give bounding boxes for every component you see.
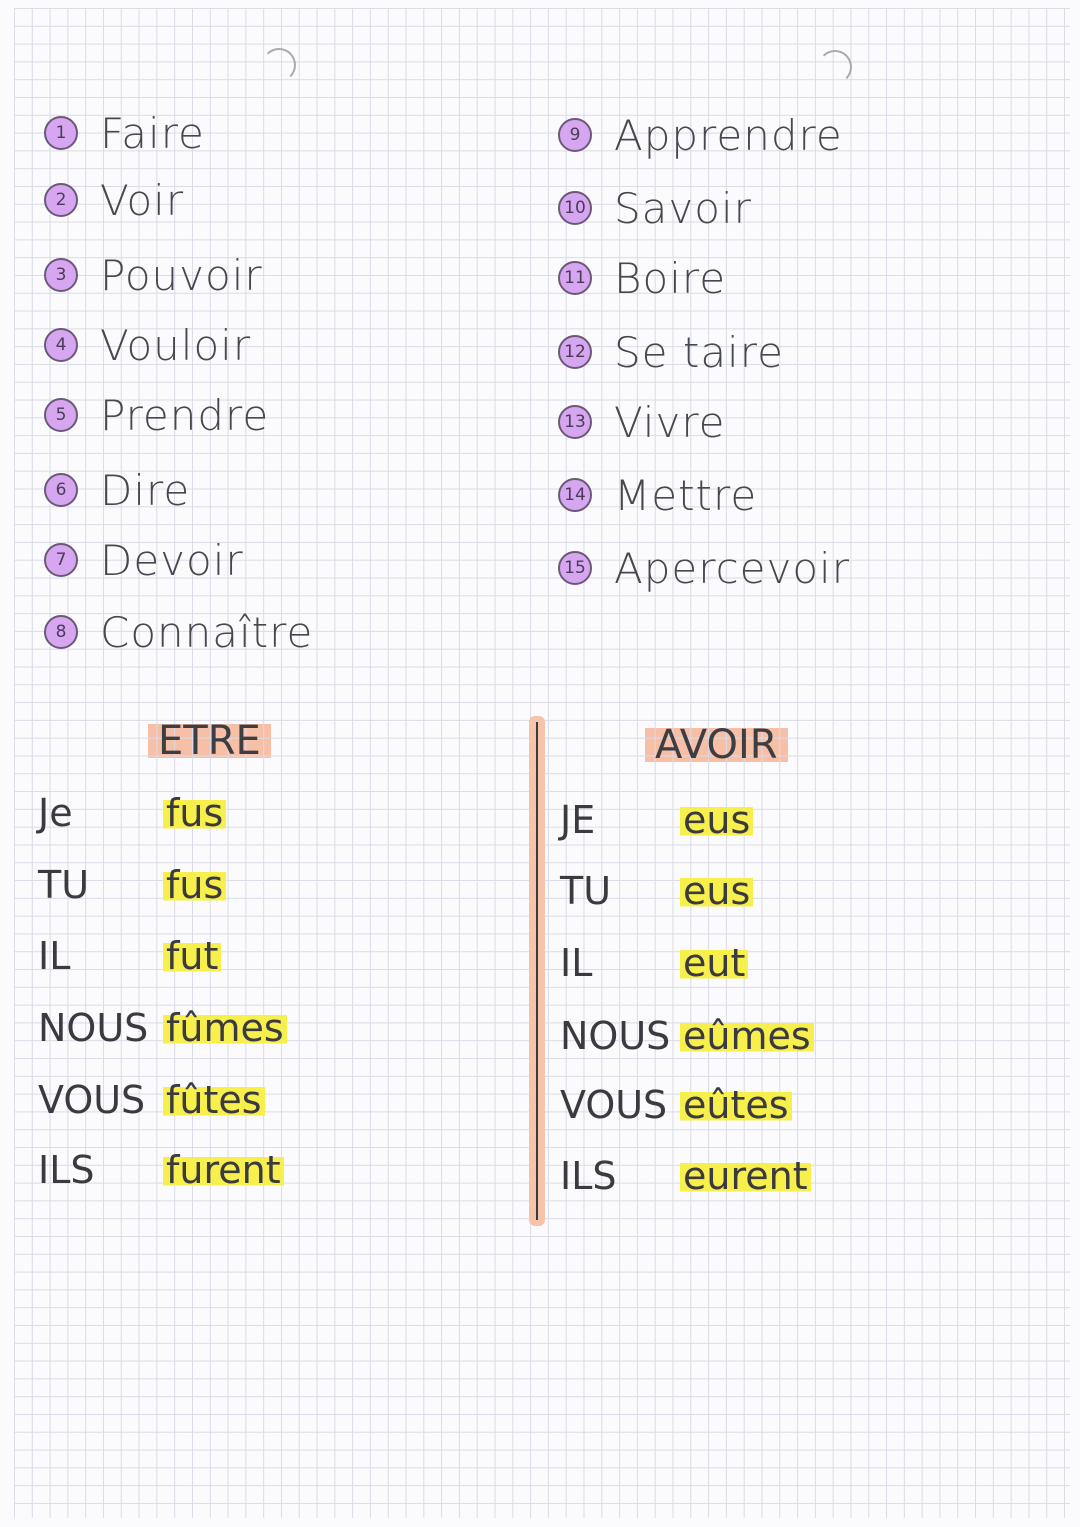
verb-name: Mettre: [614, 470, 758, 520]
conjugation-row: IL eut: [560, 941, 749, 985]
etre-header: ETRE: [148, 718, 271, 764]
binder-hole: [262, 48, 296, 82]
verb-form: eus: [680, 869, 754, 913]
verb-item: 2 Voir: [44, 175, 184, 225]
verb-form: eûmes: [680, 1014, 814, 1058]
verb-form: eus: [680, 798, 754, 842]
verb-item: 8 Connaître: [44, 607, 313, 657]
verb-name: Se taire: [614, 327, 784, 377]
pronoun: TU: [38, 863, 90, 907]
verb-form: fus: [163, 863, 227, 907]
pronoun: ILS: [38, 1148, 95, 1192]
verb-name: Apercevoir: [614, 543, 850, 593]
verb-item: 10 Savoir: [558, 183, 752, 233]
verb-name: Connaître: [100, 607, 314, 657]
verb-item: 6 Dire: [44, 465, 190, 515]
verb-item: 13 Vivre: [558, 397, 726, 447]
pronoun: TU: [560, 869, 612, 913]
verb-name: Vivre: [614, 397, 726, 447]
verb-name: Faire: [100, 108, 205, 158]
verb-form: fut: [163, 934, 222, 978]
verb-name: Savoir: [614, 183, 752, 233]
verb-name: Prendre: [100, 390, 270, 440]
verb-name: Pouvoir: [100, 250, 263, 300]
verb-item: 14 Mettre: [558, 470, 757, 520]
number-circle: 2: [44, 183, 78, 217]
number-circle: 7: [44, 543, 78, 577]
number-circle: 5: [44, 398, 78, 432]
conjugation-row: NOUS eûmes: [560, 1014, 814, 1058]
pronoun: VOUS: [560, 1083, 668, 1127]
conjugation-row: VOUS fûtes: [38, 1078, 265, 1122]
pronoun: NOUS: [560, 1014, 671, 1058]
verb-item: 12 Se taire: [558, 327, 784, 377]
verb-item: 5 Prendre: [44, 390, 269, 440]
number-circle: 6: [44, 473, 78, 507]
verb-form: eurent: [680, 1154, 811, 1198]
verb-form: eûtes: [680, 1083, 792, 1127]
verb-item: 11 Boire: [558, 253, 726, 303]
etre-title: ETRE: [158, 718, 261, 764]
number-circle: 10: [558, 191, 592, 225]
verb-name: Vouloir: [100, 320, 252, 370]
number-circle: 9: [558, 118, 592, 152]
verb-form: eut: [680, 941, 749, 985]
verb-form: fûtes: [163, 1078, 265, 1122]
avoir-header: AVOIR: [645, 722, 788, 768]
pronoun: JE: [560, 798, 596, 842]
conjugation-row: TU eus: [560, 869, 754, 913]
pronoun: ILS: [560, 1154, 617, 1198]
verb-name: Voir: [100, 175, 185, 225]
pronoun: Je: [38, 791, 73, 835]
pronoun: IL: [38, 934, 71, 978]
verb-form: fûmes: [163, 1006, 287, 1050]
verb-item: 3 Pouvoir: [44, 250, 263, 300]
pronoun: NOUS: [38, 1006, 149, 1050]
verb-item: 7 Devoir: [44, 535, 244, 585]
pronoun: IL: [560, 941, 593, 985]
number-circle: 3: [44, 258, 78, 292]
number-circle: 4: [44, 328, 78, 362]
verb-name: Devoir: [100, 535, 244, 585]
verb-name: Apprendre: [614, 110, 843, 160]
pronoun: VOUS: [38, 1078, 146, 1122]
number-circle: 12: [558, 335, 592, 369]
number-circle: 15: [558, 551, 592, 585]
number-circle: 1: [44, 116, 78, 150]
conjugation-row: NOUS fûmes: [38, 1006, 287, 1050]
avoir-title: AVOIR: [655, 722, 778, 768]
verb-item: 15 Apercevoir: [558, 543, 850, 593]
conjugation-row: VOUS eûtes: [560, 1083, 792, 1127]
conjugation-row: ILS eurent: [560, 1154, 811, 1198]
number-circle: 14: [558, 478, 592, 512]
conjugation-row: Je fus: [38, 791, 227, 835]
number-circle: 11: [558, 261, 592, 295]
conjugation-row: TU fus: [38, 863, 227, 907]
binder-hole: [818, 50, 852, 84]
conjugation-row: ILS furent: [38, 1148, 284, 1192]
conjugation-row: JE eus: [560, 798, 754, 842]
verb-name: Dire: [100, 465, 191, 515]
verb-item: 1 Faire: [44, 108, 205, 158]
conjugation-row: IL fut: [38, 934, 222, 978]
column-divider: [529, 716, 545, 1226]
verb-name: Boire: [614, 253, 727, 303]
number-circle: 13: [558, 405, 592, 439]
number-circle: 8: [44, 615, 78, 649]
verb-form: furent: [163, 1148, 284, 1192]
verb-item: 9 Apprendre: [558, 110, 843, 160]
verb-item: 4 Vouloir: [44, 320, 251, 370]
verb-form: fus: [163, 791, 227, 835]
